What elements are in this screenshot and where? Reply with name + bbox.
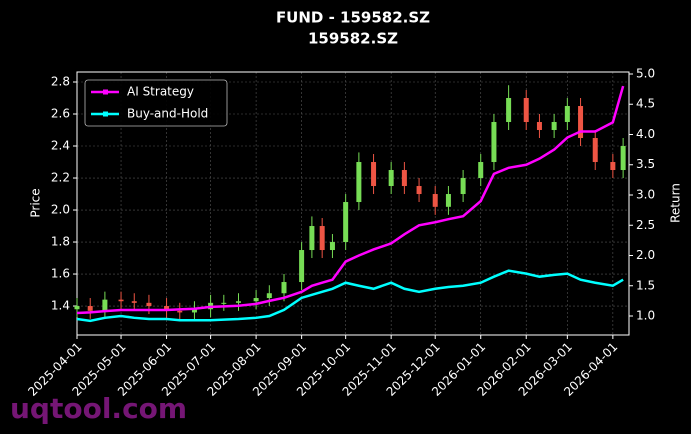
line-series [76,85,625,315]
y2-tick-label: 4.5 [636,97,655,111]
candle-body [445,194,451,207]
candle-body [74,306,80,310]
candle-body [536,122,542,131]
candle-body [343,202,349,243]
y-tick-label: 1.4 [51,299,70,313]
y-axis-label: Price [29,188,43,217]
candle-body [610,162,616,171]
y2-tick-label: 3.0 [636,187,655,201]
candle-body [177,310,183,313]
y-tick-label: 2.6 [51,107,70,121]
y-tick-label: 1.8 [51,235,70,249]
candle-body [371,162,377,187]
y2-tick-label: 4.0 [636,127,655,141]
candle-body [266,293,272,299]
y-tick-label: 2.8 [51,75,70,89]
candle-body [299,250,305,283]
y2-tick-label: 2.0 [636,248,655,262]
candle-body [564,106,570,123]
candle-body [416,186,422,195]
candle-body [319,226,325,251]
candle-body [432,194,438,207]
y2-tick-label: 1.0 [636,309,655,323]
y2-tick-label: 2.5 [636,218,655,232]
candle-body [221,302,227,304]
y2-tick-label: 3.5 [636,157,655,171]
candle-body [235,301,241,303]
candle-body [506,98,512,123]
candle-body [281,282,287,294]
candle-body [146,302,152,307]
legend-label: AI Strategy [127,85,194,99]
candle-body [253,298,259,302]
candle-body [551,122,557,131]
candle-body [460,178,466,195]
legend-label: Buy-and-Hold [127,107,208,121]
legend-box [84,79,228,127]
y-tick-label: 2.0 [51,203,70,217]
y-tick-label: 2.2 [51,171,70,185]
candle-body [164,306,170,311]
candle-body [592,138,598,163]
y-tick-label: 1.6 [51,267,70,281]
candle-body [478,162,484,179]
watermark: uqtool.com [10,392,187,425]
line-series [76,269,624,323]
candle-body [578,106,584,139]
y2-tick-label: 5.0 [636,66,655,80]
candle-body [329,242,335,251]
candle-body [131,301,137,303]
y2-axis-label: Return [669,183,683,223]
candle-body [401,170,407,187]
plot-frame [76,71,630,336]
candle-body [491,122,497,163]
candle-body [87,306,93,311]
candle-body [523,98,529,123]
candle-body [118,299,124,302]
candle-body [102,299,108,311]
chart-title: FUND - 159582.SZ [276,9,430,27]
legend-marker [103,89,108,95]
candle-body [309,226,315,251]
y2-tick-label: 1.5 [636,278,655,292]
y-tick-label: 2.4 [51,139,70,153]
candle-body [191,309,197,313]
candle-body [620,146,626,171]
candle-body [388,170,394,187]
candle-body [356,162,362,203]
legend-marker [103,111,108,117]
chart-subtitle: 159582.SZ [308,30,398,48]
